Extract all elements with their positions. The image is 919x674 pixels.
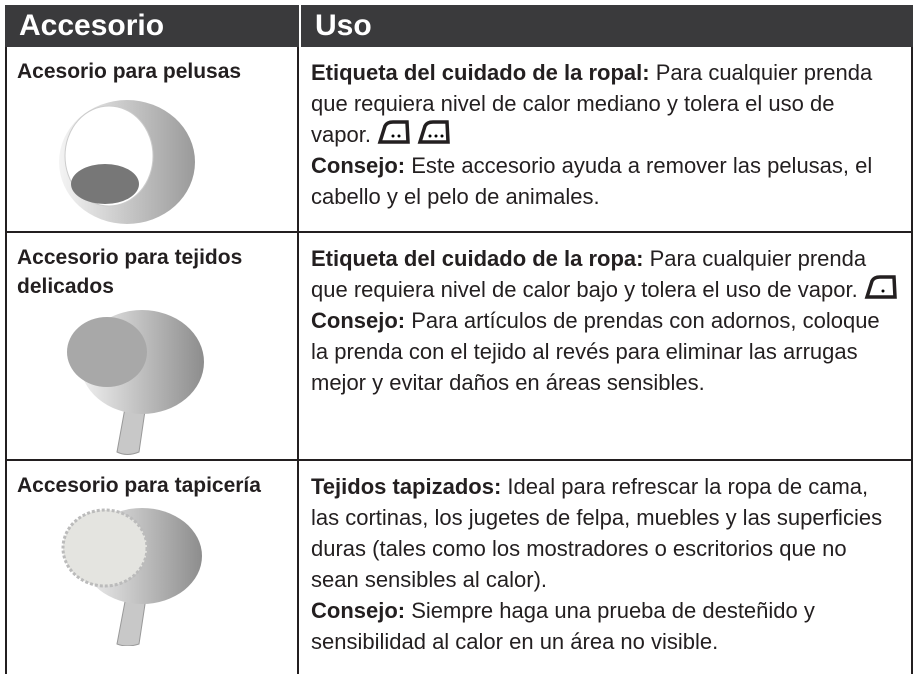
use-label: Consejo: xyxy=(311,598,406,623)
accessory-image xyxy=(61,508,202,646)
accessory-cell: Accesorio para tejidos delicados xyxy=(5,233,299,461)
use-text: Para cualquier prenda que requiera nivel… xyxy=(311,246,867,302)
use-paragraph: Consejo: Este accesorio ayuda a remover … xyxy=(311,150,899,212)
use-text: Este accesorio ayuda a remover las pelus… xyxy=(311,153,873,209)
use-cell: Etiqueta del cuidado de la ropal: Para c… xyxy=(299,47,913,233)
iron-icon xyxy=(864,275,897,299)
accessory-cell: Acesorio para pelusas xyxy=(5,47,299,233)
use-text: Ideal para refrescar la ropa de cama, la… xyxy=(311,474,883,592)
accessory-image xyxy=(67,310,204,455)
accessory-name: Acesorio para pelusas xyxy=(17,60,242,83)
use-label: Consejo: xyxy=(311,308,406,333)
use-label: Consejo: xyxy=(311,153,406,178)
use-text: Para cualquier prenda que requiera nivel… xyxy=(311,60,873,147)
accessory-image xyxy=(59,100,195,224)
use-label: Etiqueta del cuidado de la ropa: xyxy=(311,246,644,271)
header-cell: Uso xyxy=(299,5,913,47)
use-paragraph: Consejo: Para artículos de prendas con a… xyxy=(311,305,899,398)
header-cell: Accesorio xyxy=(5,5,299,47)
accessory-name: Accesorio para tejidos delicados xyxy=(17,246,243,298)
accessory-cell: Accesorio para tapicería xyxy=(5,461,299,674)
use-label: Etiqueta del cuidado de la ropal: xyxy=(311,60,650,85)
use-label: Tejidos tapizados: xyxy=(311,474,502,499)
use-paragraph: Tejidos tapizados: Ideal para refrescar … xyxy=(311,471,899,595)
use-cell: Tejidos tapizados: Ideal para refrescar … xyxy=(299,461,913,674)
use-text: Para artículos de prendas con adornos, c… xyxy=(311,308,880,395)
use-paragraph: Etiqueta del cuidado de la ropal: Para c… xyxy=(311,57,899,150)
use-paragraph: Etiqueta del cuidado de la ropa: Para cu… xyxy=(311,243,899,305)
accessory-name: Accesorio para tapicería xyxy=(17,474,261,497)
iron-icon xyxy=(417,120,450,144)
use-paragraph: Consejo: Siempre haga una prueba de dest… xyxy=(311,595,899,657)
use-text: Siempre haga una prueba de desteñido y s… xyxy=(311,598,815,654)
use-cell: Etiqueta del cuidado de la ropa: Para cu… xyxy=(299,233,913,461)
iron-icon xyxy=(377,120,410,144)
